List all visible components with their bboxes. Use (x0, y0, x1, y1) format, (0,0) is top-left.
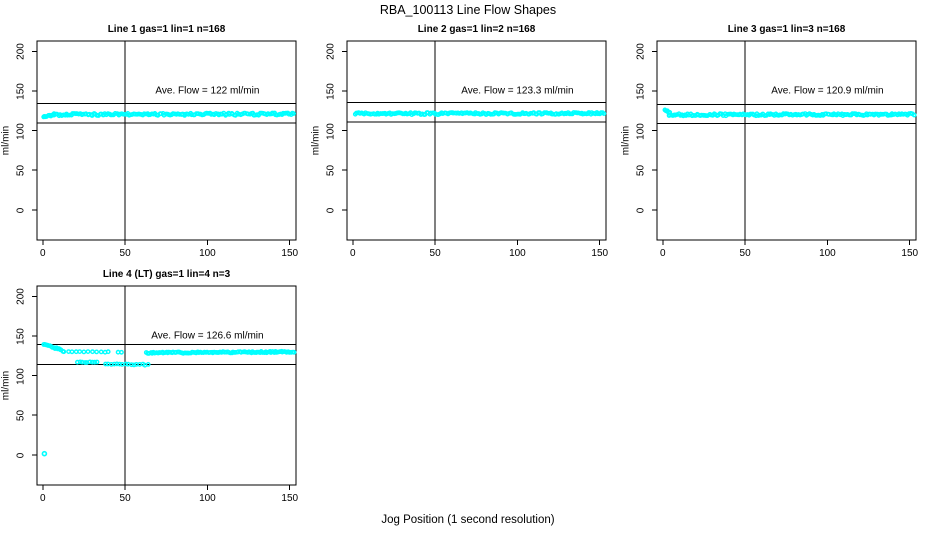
main-title: RBA_100113 Line Flow Shapes (379, 3, 557, 17)
data-point (103, 361, 109, 367)
y-tick-label: 100 (15, 367, 27, 385)
y-tick-label: 0 (325, 207, 337, 214)
y-tick-label: 50 (635, 165, 647, 177)
data-point (542, 110, 547, 116)
data-point (98, 349, 104, 355)
panel-box (346, 40, 607, 241)
data-point (119, 349, 124, 355)
y-tick-label: 50 (325, 165, 337, 177)
y-axis-unit-label: ml/min (310, 125, 322, 155)
data-point (69, 349, 75, 355)
x-tick-label: 100 (199, 493, 216, 504)
data-point (768, 111, 773, 117)
ave-flow-annotation: Ave. Flow = 123.3 ml/min (461, 85, 574, 97)
y-axis-unit-label: ml/min (0, 125, 12, 155)
data-point (77, 359, 83, 365)
data-point (291, 111, 296, 117)
x-tick-label: 0 (659, 248, 666, 259)
data-point (94, 359, 100, 365)
data-points (662, 107, 917, 119)
x-tick-label: 150 (591, 248, 609, 259)
x-tick-label: 50 (429, 248, 441, 259)
y-axis-unit-label: ml/min (620, 125, 632, 155)
x-tick-label: 50 (119, 248, 131, 259)
ave-flow-annotation: Ave. Flow = 126.6 ml/min (151, 330, 264, 342)
panel-box (36, 40, 297, 241)
panel-title: Line 1 gas=1 lin=1 n=168 (107, 24, 226, 35)
data-point (911, 112, 917, 118)
outlier-point (41, 450, 48, 457)
panel-1 (32, 40, 297, 245)
data-point (123, 361, 129, 367)
y-tick-label: 100 (15, 122, 27, 140)
ave-flow-annotation: Ave. Flow = 122 ml/min (155, 85, 260, 97)
y-tick-label: 0 (15, 207, 27, 214)
y-tick-label: 50 (15, 410, 27, 422)
panel-box (656, 40, 917, 241)
data-point (129, 362, 134, 368)
data-points (41, 110, 296, 120)
x-tick-label: 50 (739, 248, 751, 259)
panel-4 (32, 285, 297, 490)
data-point (117, 361, 122, 367)
data-point (89, 359, 95, 365)
y-tick-label: 200 (15, 288, 27, 306)
y-tick-label: 0 (635, 207, 647, 214)
data-point (81, 349, 87, 355)
data-point (61, 349, 67, 355)
data-point (131, 362, 137, 368)
data-point (77, 349, 83, 354)
data-point (291, 349, 297, 355)
panel-3 (652, 40, 917, 245)
x-tick-label: 100 (509, 248, 526, 259)
x-tick-label: 50 (119, 493, 131, 504)
data-point (105, 349, 111, 355)
data-point (145, 361, 151, 367)
x-tick-label: 150 (901, 248, 919, 259)
x-tick-label: 100 (199, 248, 216, 259)
panel-title: Line 4 (LT) gas=1 lin=4 n=3 (102, 269, 231, 280)
panel-2 (342, 40, 607, 245)
y-tick-label: 150 (15, 83, 27, 100)
data-points (352, 110, 607, 118)
y-tick-label: 200 (635, 43, 647, 61)
y-tick-label: 200 (325, 43, 337, 61)
y-axis-unit-label: ml/min (0, 370, 12, 400)
data-points (41, 341, 297, 457)
x-tick-label: 0 (39, 493, 46, 504)
panel-title: Line 2 gas=1 lin=2 n=168 (417, 24, 536, 35)
data-point (114, 361, 120, 367)
panel-box (36, 285, 297, 486)
x-tick-label: 0 (39, 248, 46, 259)
y-tick-label: 150 (325, 83, 337, 100)
data-point (94, 349, 100, 355)
y-tick-label: 150 (635, 83, 647, 100)
y-tick-label: 100 (635, 122, 647, 140)
x-tick-label: 0 (349, 248, 356, 259)
x-axis-label: Jog Position (1 second resolution) (381, 514, 555, 526)
x-tick-label: 150 (281, 248, 299, 259)
y-tick-label: 150 (15, 328, 27, 345)
ave-flow-annotation: Ave. Flow = 120.9 ml/min (771, 85, 884, 97)
y-tick-label: 0 (15, 452, 27, 459)
y-tick-label: 100 (325, 122, 337, 140)
data-point (90, 349, 95, 355)
data-point (92, 359, 98, 365)
x-tick-label: 150 (281, 493, 299, 504)
data-point (111, 361, 117, 367)
data-point (112, 111, 118, 116)
x-tick-label: 100 (819, 248, 836, 259)
y-tick-label: 50 (15, 165, 27, 177)
data-point (601, 111, 607, 117)
data-point (82, 360, 88, 365)
data-point (85, 349, 91, 354)
y-tick-label: 200 (15, 43, 27, 61)
data-point (87, 359, 93, 365)
panel-title: Line 3 gas=1 lin=3 n=168 (727, 24, 846, 35)
